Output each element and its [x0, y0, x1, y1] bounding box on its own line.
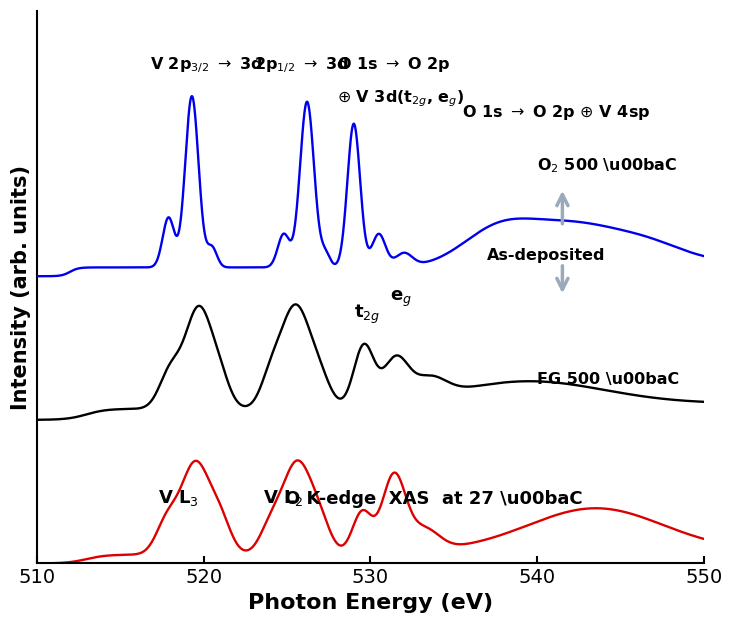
Text: 2p$_{1/2}$ $\rightarrow$ 3d: 2p$_{1/2}$ $\rightarrow$ 3d [254, 56, 349, 76]
Y-axis label: Intensity (arb. units): Intensity (arb. units) [11, 165, 31, 410]
Text: t$_{2g}$: t$_{2g}$ [354, 303, 380, 326]
Text: V L$_3$: V L$_3$ [158, 488, 199, 508]
Text: O$_2$ 500 \u00baC: O$_2$ 500 \u00baC [537, 156, 677, 175]
Text: O K-edge  XAS  at 27 \u00baC: O K-edge XAS at 27 \u00baC [285, 490, 583, 508]
Text: As-deposited: As-deposited [487, 248, 606, 263]
Text: O 1s $\rightarrow$ O 2p $\oplus$ V 4sp: O 1s $\rightarrow$ O 2p $\oplus$ V 4sp [462, 102, 650, 122]
Text: $\oplus$ V 3d(t$_{2g}$, e$_g$): $\oplus$ V 3d(t$_{2g}$, e$_g$) [337, 89, 465, 109]
Text: V L$_2$: V L$_2$ [264, 488, 304, 508]
Text: O 1s $\rightarrow$ O 2p: O 1s $\rightarrow$ O 2p [337, 56, 451, 74]
Text: FG 500 \u00baC: FG 500 \u00baC [537, 372, 680, 387]
Text: e$_g$: e$_g$ [390, 289, 413, 310]
X-axis label: Photon Energy (eV): Photon Energy (eV) [248, 593, 493, 613]
Text: V 2p$_{3/2}$ $\rightarrow$ 3d: V 2p$_{3/2}$ $\rightarrow$ 3d [150, 56, 263, 76]
